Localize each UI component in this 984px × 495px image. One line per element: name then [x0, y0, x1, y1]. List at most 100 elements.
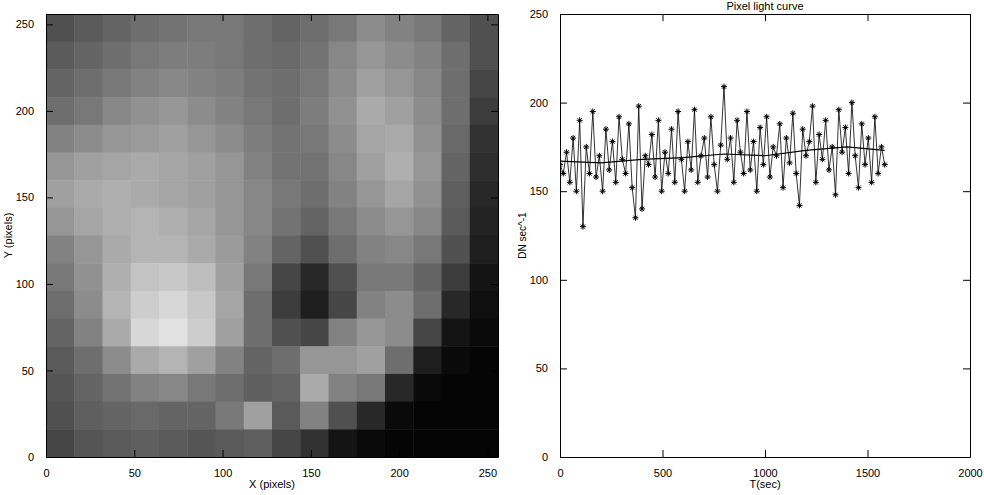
- tick-label: 0: [28, 451, 34, 463]
- image-cell: [244, 429, 273, 457]
- image-cell: [131, 42, 160, 70]
- image-cell: [216, 402, 245, 430]
- tick-mark: [491, 111, 498, 112]
- marker: [701, 135, 707, 141]
- tick-mark: [560, 191, 567, 192]
- image-cell: [329, 180, 358, 208]
- image-cell: [470, 291, 498, 319]
- image-cell: [329, 69, 358, 97]
- image-cell: [357, 208, 386, 236]
- image-cell: [74, 69, 103, 97]
- image-cell: [244, 14, 273, 42]
- image-cell: [272, 69, 301, 97]
- marker: [659, 188, 665, 194]
- tick: 100: [16, 278, 53, 290]
- image-cell: [442, 42, 471, 70]
- image-cell: [442, 14, 471, 42]
- marker: [655, 117, 661, 123]
- image-cell: [187, 346, 216, 374]
- image-cell: [300, 180, 329, 208]
- tick: 500: [654, 450, 672, 479]
- tick-mark: [491, 24, 498, 25]
- image-cell: [131, 14, 160, 42]
- image-cell: [187, 180, 216, 208]
- tick-mark: [46, 111, 53, 112]
- image-cell: [385, 374, 414, 402]
- image-cell: [46, 374, 75, 402]
- image-cell: [413, 374, 442, 402]
- marker: [711, 162, 717, 168]
- tick-mark: [868, 14, 869, 21]
- image-cell: [103, 429, 132, 457]
- marker: [855, 185, 861, 191]
- marker: [721, 84, 727, 90]
- image-cell: [442, 374, 471, 402]
- image-cell: [74, 152, 103, 180]
- tick: 150: [530, 185, 567, 197]
- tick-mark: [963, 191, 970, 192]
- image-cell: [272, 125, 301, 153]
- tick-mark: [399, 14, 400, 21]
- marker: [564, 149, 570, 155]
- image-cell: [300, 42, 329, 70]
- image-cell: [329, 263, 358, 291]
- y-right-axis: [491, 15, 499, 458]
- tick-mark: [868, 450, 869, 457]
- tick: 250: [530, 8, 567, 20]
- image-cell: [470, 402, 498, 430]
- tick-label: 1000: [753, 467, 777, 479]
- image-cell: [103, 346, 132, 374]
- image-cell: [470, 42, 498, 70]
- marker: [744, 108, 750, 114]
- marker: [669, 126, 675, 132]
- image-cell: [385, 236, 414, 264]
- x-axis-title: X (pixels): [249, 478, 295, 490]
- image-cell: [159, 346, 188, 374]
- image-cell: [159, 69, 188, 97]
- marker: [813, 179, 819, 185]
- marker: [839, 149, 845, 155]
- marker: [859, 121, 865, 127]
- image-cell: [442, 319, 471, 347]
- image-cell: [300, 208, 329, 236]
- marker: [600, 188, 606, 194]
- image-cell: [74, 429, 103, 457]
- image-cell: [442, 208, 471, 236]
- image-cell: [187, 125, 216, 153]
- image-cell: [159, 291, 188, 319]
- marker: [613, 179, 619, 185]
- image-cell: [413, 346, 442, 374]
- marker: [646, 162, 652, 168]
- tick: 1000: [753, 450, 777, 479]
- image-cell: [131, 319, 160, 347]
- tick: [963, 191, 970, 192]
- tick-mark: [560, 368, 567, 369]
- image-cell: [470, 346, 498, 374]
- tick: 1500: [856, 450, 880, 479]
- tick: [399, 14, 400, 21]
- image-cell: [272, 180, 301, 208]
- tick-label: 2000: [958, 467, 982, 479]
- tick: 50: [129, 450, 141, 479]
- marker: [829, 144, 835, 150]
- image-cell: [159, 402, 188, 430]
- marker: [714, 188, 720, 194]
- image-cell: [159, 125, 188, 153]
- marker: [626, 121, 632, 127]
- image-cell: [442, 346, 471, 374]
- tick: [491, 457, 498, 458]
- tick-mark: [765, 450, 766, 457]
- image-cell: [244, 69, 273, 97]
- marker: [751, 139, 757, 145]
- marker: [731, 179, 737, 185]
- image-cell: [131, 97, 160, 125]
- image-cell: [385, 263, 414, 291]
- image-cell: [216, 236, 245, 264]
- image-cell: [442, 69, 471, 97]
- image-cell: [329, 429, 358, 457]
- axis-line: [47, 457, 499, 458]
- image-cell: [272, 42, 301, 70]
- image-cell: [131, 152, 160, 180]
- tick-mark: [963, 103, 970, 104]
- marker: [603, 126, 609, 132]
